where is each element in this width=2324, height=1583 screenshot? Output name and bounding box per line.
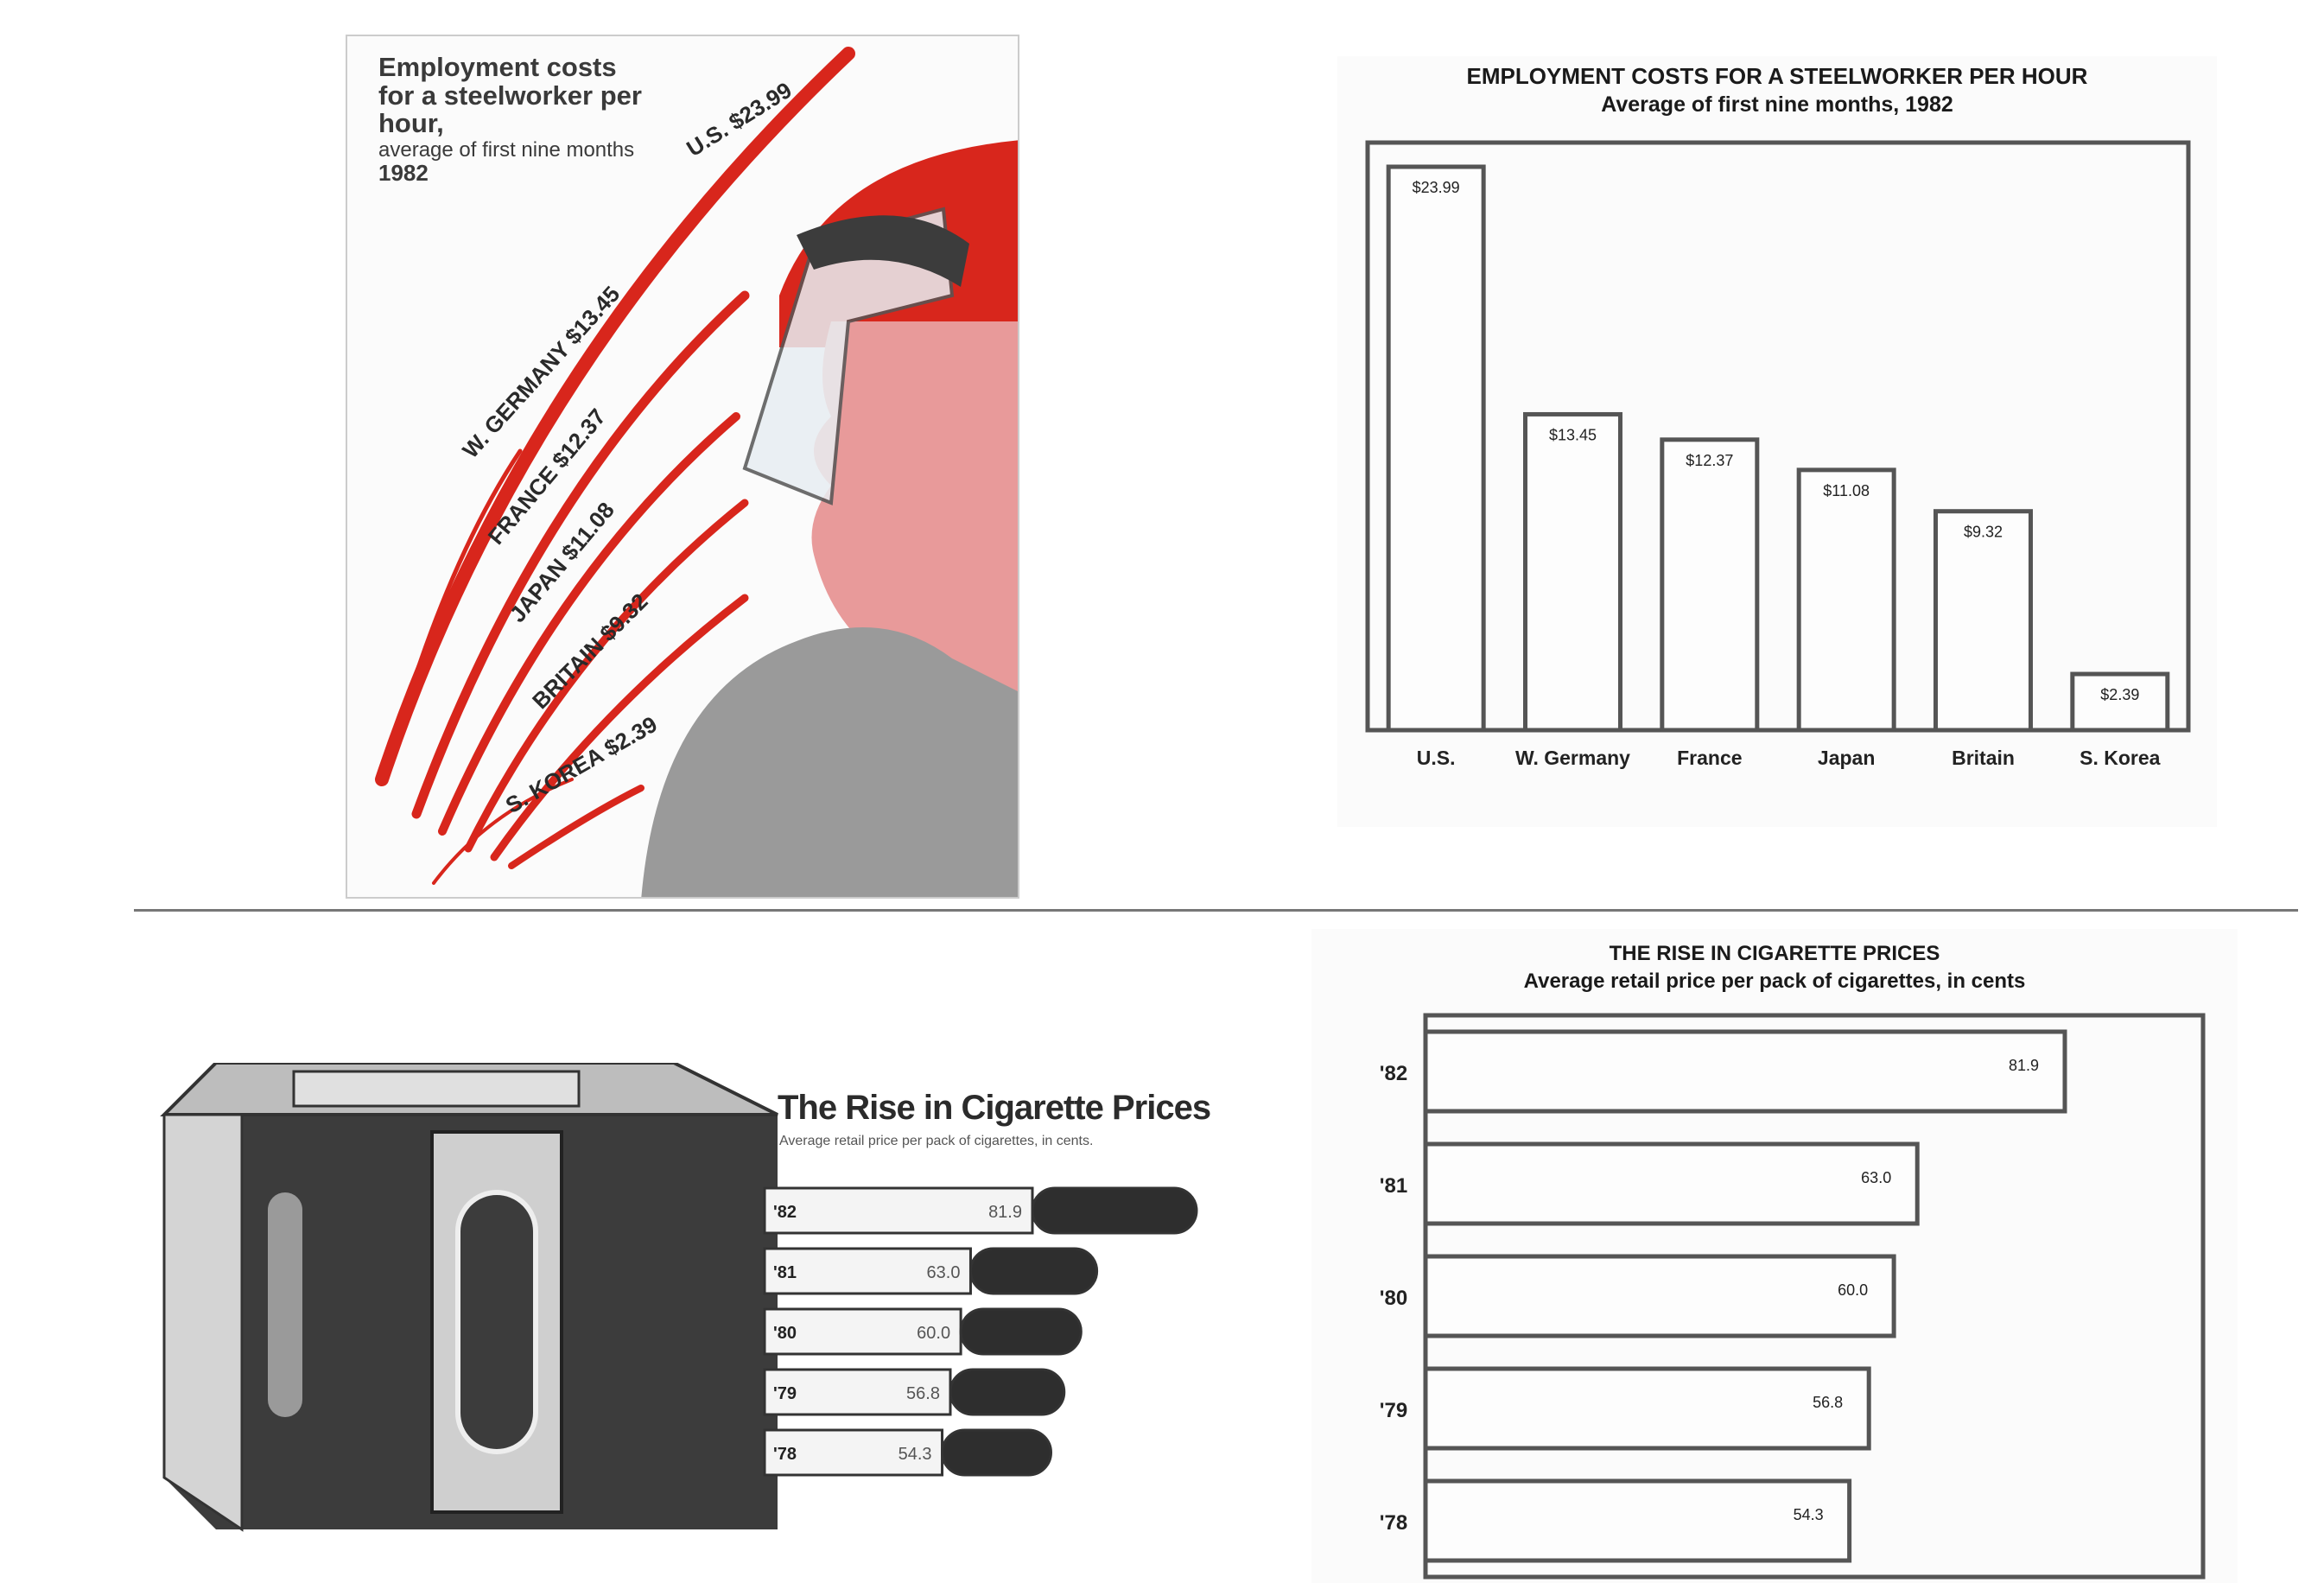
cig-stick-year: '79 [773, 1384, 797, 1403]
cig-bar-value-label: 81.9 [2009, 1057, 2039, 1074]
cig-stick-value: 54.3 [898, 1445, 932, 1464]
cig-stick-value: 56.8 [906, 1384, 940, 1403]
steel-bar-value-label: $12.37 [1686, 452, 1733, 469]
face-shape [811, 321, 1018, 692]
steel-bar [1386, 164, 1486, 733]
steel-category-label: Britain [1952, 747, 2015, 769]
cig-stick-year: '80 [773, 1324, 797, 1343]
cig-bar-value-label: 54.3 [1794, 1506, 1824, 1523]
cig-category-label: '80 [1380, 1287, 1407, 1310]
cig-stick-year: '82 [773, 1203, 797, 1222]
cig-bar [1423, 1366, 1871, 1451]
cig-bar-value-label: 60.0 [1838, 1281, 1868, 1299]
cig-stick-tobacco [1031, 1186, 1198, 1235]
shoulder-shape [641, 627, 1018, 897]
steel-category-label: Japan [1818, 747, 1875, 769]
steelworker-drawing: U.S. $23.99 W. GERMANY $13.45 FRANCE $12… [375, 47, 1018, 897]
spark-streaks [375, 47, 855, 885]
visor-shape [742, 207, 955, 505]
steel-label-korea: S. KOREA $2.39 [501, 711, 662, 818]
steel-chart-panel: EMPLOYMENT COSTS FOR A STEELWORKER PER H… [1337, 56, 2217, 827]
steel-caption-main: Employment costs for a steelworker per h… [378, 52, 642, 139]
cig-chart-subtitle: Average retail price per pack of cigaret… [1523, 970, 2026, 993]
steel-bar-chart: $23.99 U.S. $13.45 W. Germany $12.37 France $1… [1365, 140, 2191, 769]
steel-bar-value-label: $2.39 [2100, 686, 2139, 703]
steel-chart-title: EMPLOYMENT COSTS FOR A STEELWORKER PER H… [1466, 63, 2088, 89]
steel-bar-value-label: $9.32 [1964, 524, 2003, 541]
cig-category-label: '81 [1380, 1174, 1407, 1198]
cigarette-sticks: '82 81.9 '81 63.0 '80 60.0 '79 56.8 '78 54.3 [763, 1186, 1198, 1477]
pack-side [162, 1113, 244, 1532]
cigarette-illustration: The Rise in Cigarette Prices Average ret… [138, 1063, 1261, 1547]
pack-top-label [292, 1070, 581, 1108]
cig-bar-value-label: 56.8 [1813, 1394, 1843, 1411]
cigarette-drawing [160, 1063, 778, 1532]
cig-illus-subtitle: Average retail price per pack of cigaret… [779, 1134, 1094, 1148]
cig-stick-paper [763, 1368, 952, 1416]
steel-bar-value-label: $11.08 [1823, 482, 1870, 499]
steel-bar [1523, 411, 1622, 733]
steel-bar [1796, 467, 1896, 733]
cig-stick-tobacco [941, 1428, 1053, 1477]
cig-stick-value: 63.0 [927, 1263, 961, 1282]
steel-chart-frame [1365, 140, 2191, 733]
cig-chart-panel: THE RISE IN CIGARETTE PRICES Average ret… [1311, 929, 2238, 1583]
cig-stick-value: 81.9 [988, 1203, 1022, 1222]
visor-band [797, 215, 969, 287]
pack-window [455, 1190, 538, 1454]
cig-chart-title: THE RISE IN CIGARETTE PRICES [1609, 942, 1940, 965]
cig-bar [1423, 1478, 1852, 1563]
steel-bar [1933, 509, 2033, 733]
steel-category-label: France [1677, 747, 1742, 769]
steel-bar-value-label: $13.45 [1549, 426, 1597, 443]
steel-chart-subtitle: Average of first nine months, 1982 [1601, 92, 1953, 117]
cig-stick-tobacco [959, 1307, 1083, 1356]
cig-bar [1423, 1029, 2067, 1114]
cig-bar-value-label: 63.0 [1861, 1169, 1891, 1186]
cig-category-label: '79 [1380, 1399, 1407, 1422]
steel-category-label: U.S. [1417, 747, 1456, 769]
pack-side-stripe [268, 1192, 302, 1417]
cig-bar [1423, 1141, 1920, 1226]
cig-stick-tobacco [968, 1247, 1099, 1295]
cig-stick-year: '81 [773, 1263, 797, 1282]
steel-caption-year: 1982 [378, 160, 429, 187]
steelworker-illustration: U.S. $23.99 W. GERMANY $13.45 FRANCE $12… [346, 35, 1019, 899]
steel-category-label: W. Germany [1515, 747, 1630, 769]
steel-bar [1660, 437, 1760, 733]
steel-caption: Employment costs for a steelworker per h… [378, 52, 655, 187]
cig-category-label: '78 [1380, 1511, 1407, 1535]
cig-category-label: '82 [1380, 1062, 1407, 1085]
cig-stick-paper [763, 1307, 962, 1356]
steel-category-label: S. Korea [2080, 747, 2161, 769]
section-divider [134, 909, 2298, 912]
steel-caption-sub: average of first nine months [378, 137, 635, 162]
cig-stick-value: 60.0 [917, 1324, 950, 1343]
steel-bar-value-label: $23.99 [1413, 179, 1460, 196]
cig-stick-tobacco [949, 1368, 1066, 1416]
cig-bar [1423, 1254, 1896, 1338]
steel-bar [2070, 671, 2170, 733]
cig-illus-title: The Rise in Cigarette Prices [778, 1089, 1211, 1127]
cig-stick-year: '78 [773, 1445, 797, 1464]
cig-bar-chart: 81.9 '82 63.0 '81 60.0 '80 56.8 '79 54.3 '78 [1380, 1013, 2206, 1580]
